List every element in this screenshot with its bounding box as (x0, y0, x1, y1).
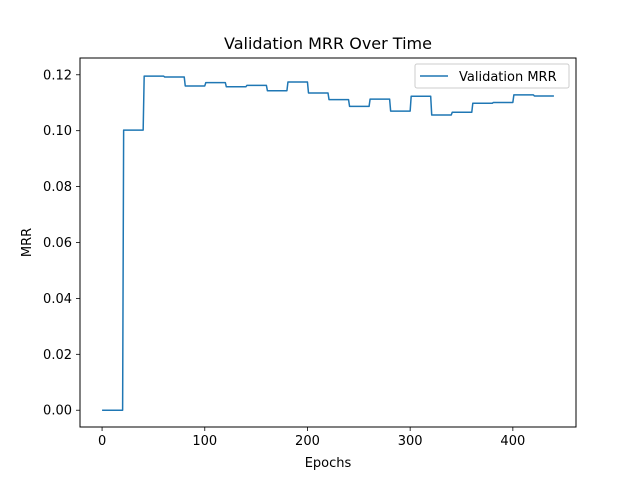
legend: Validation MRR (414, 63, 570, 89)
y-tick-label: 0.02 (43, 348, 72, 363)
y-tick-label: 0.04 (43, 292, 72, 307)
series-layer (102, 75, 554, 411)
legend-box (414, 63, 570, 89)
x-tick-label: 300 (398, 434, 423, 449)
y-tick-label: 0.06 (43, 236, 72, 251)
x-tick-label: 100 (192, 434, 217, 449)
y-tick-label: 0.08 (43, 180, 72, 195)
y-axis-label: MRR (20, 228, 35, 257)
y-axis: 0.00 0.02 0.04 0.06 0.08 0.10 0.12 (43, 68, 80, 419)
legend-label: Validation MRR (459, 70, 557, 85)
x-axis: 0 100 200 300 400 (98, 427, 525, 449)
y-tick-label: 0.10 (43, 124, 72, 139)
x-tick-label: 0 (98, 434, 106, 449)
x-axis-label: Epochs (305, 456, 352, 471)
x-tick-label: 200 (295, 434, 320, 449)
series-line-0 (102, 75, 554, 411)
chart-title: Validation MRR Over Time (224, 34, 432, 53)
x-tick-label: 400 (500, 434, 525, 449)
y-tick-label: 0.00 (43, 404, 72, 419)
y-tick-label: 0.12 (43, 68, 72, 83)
